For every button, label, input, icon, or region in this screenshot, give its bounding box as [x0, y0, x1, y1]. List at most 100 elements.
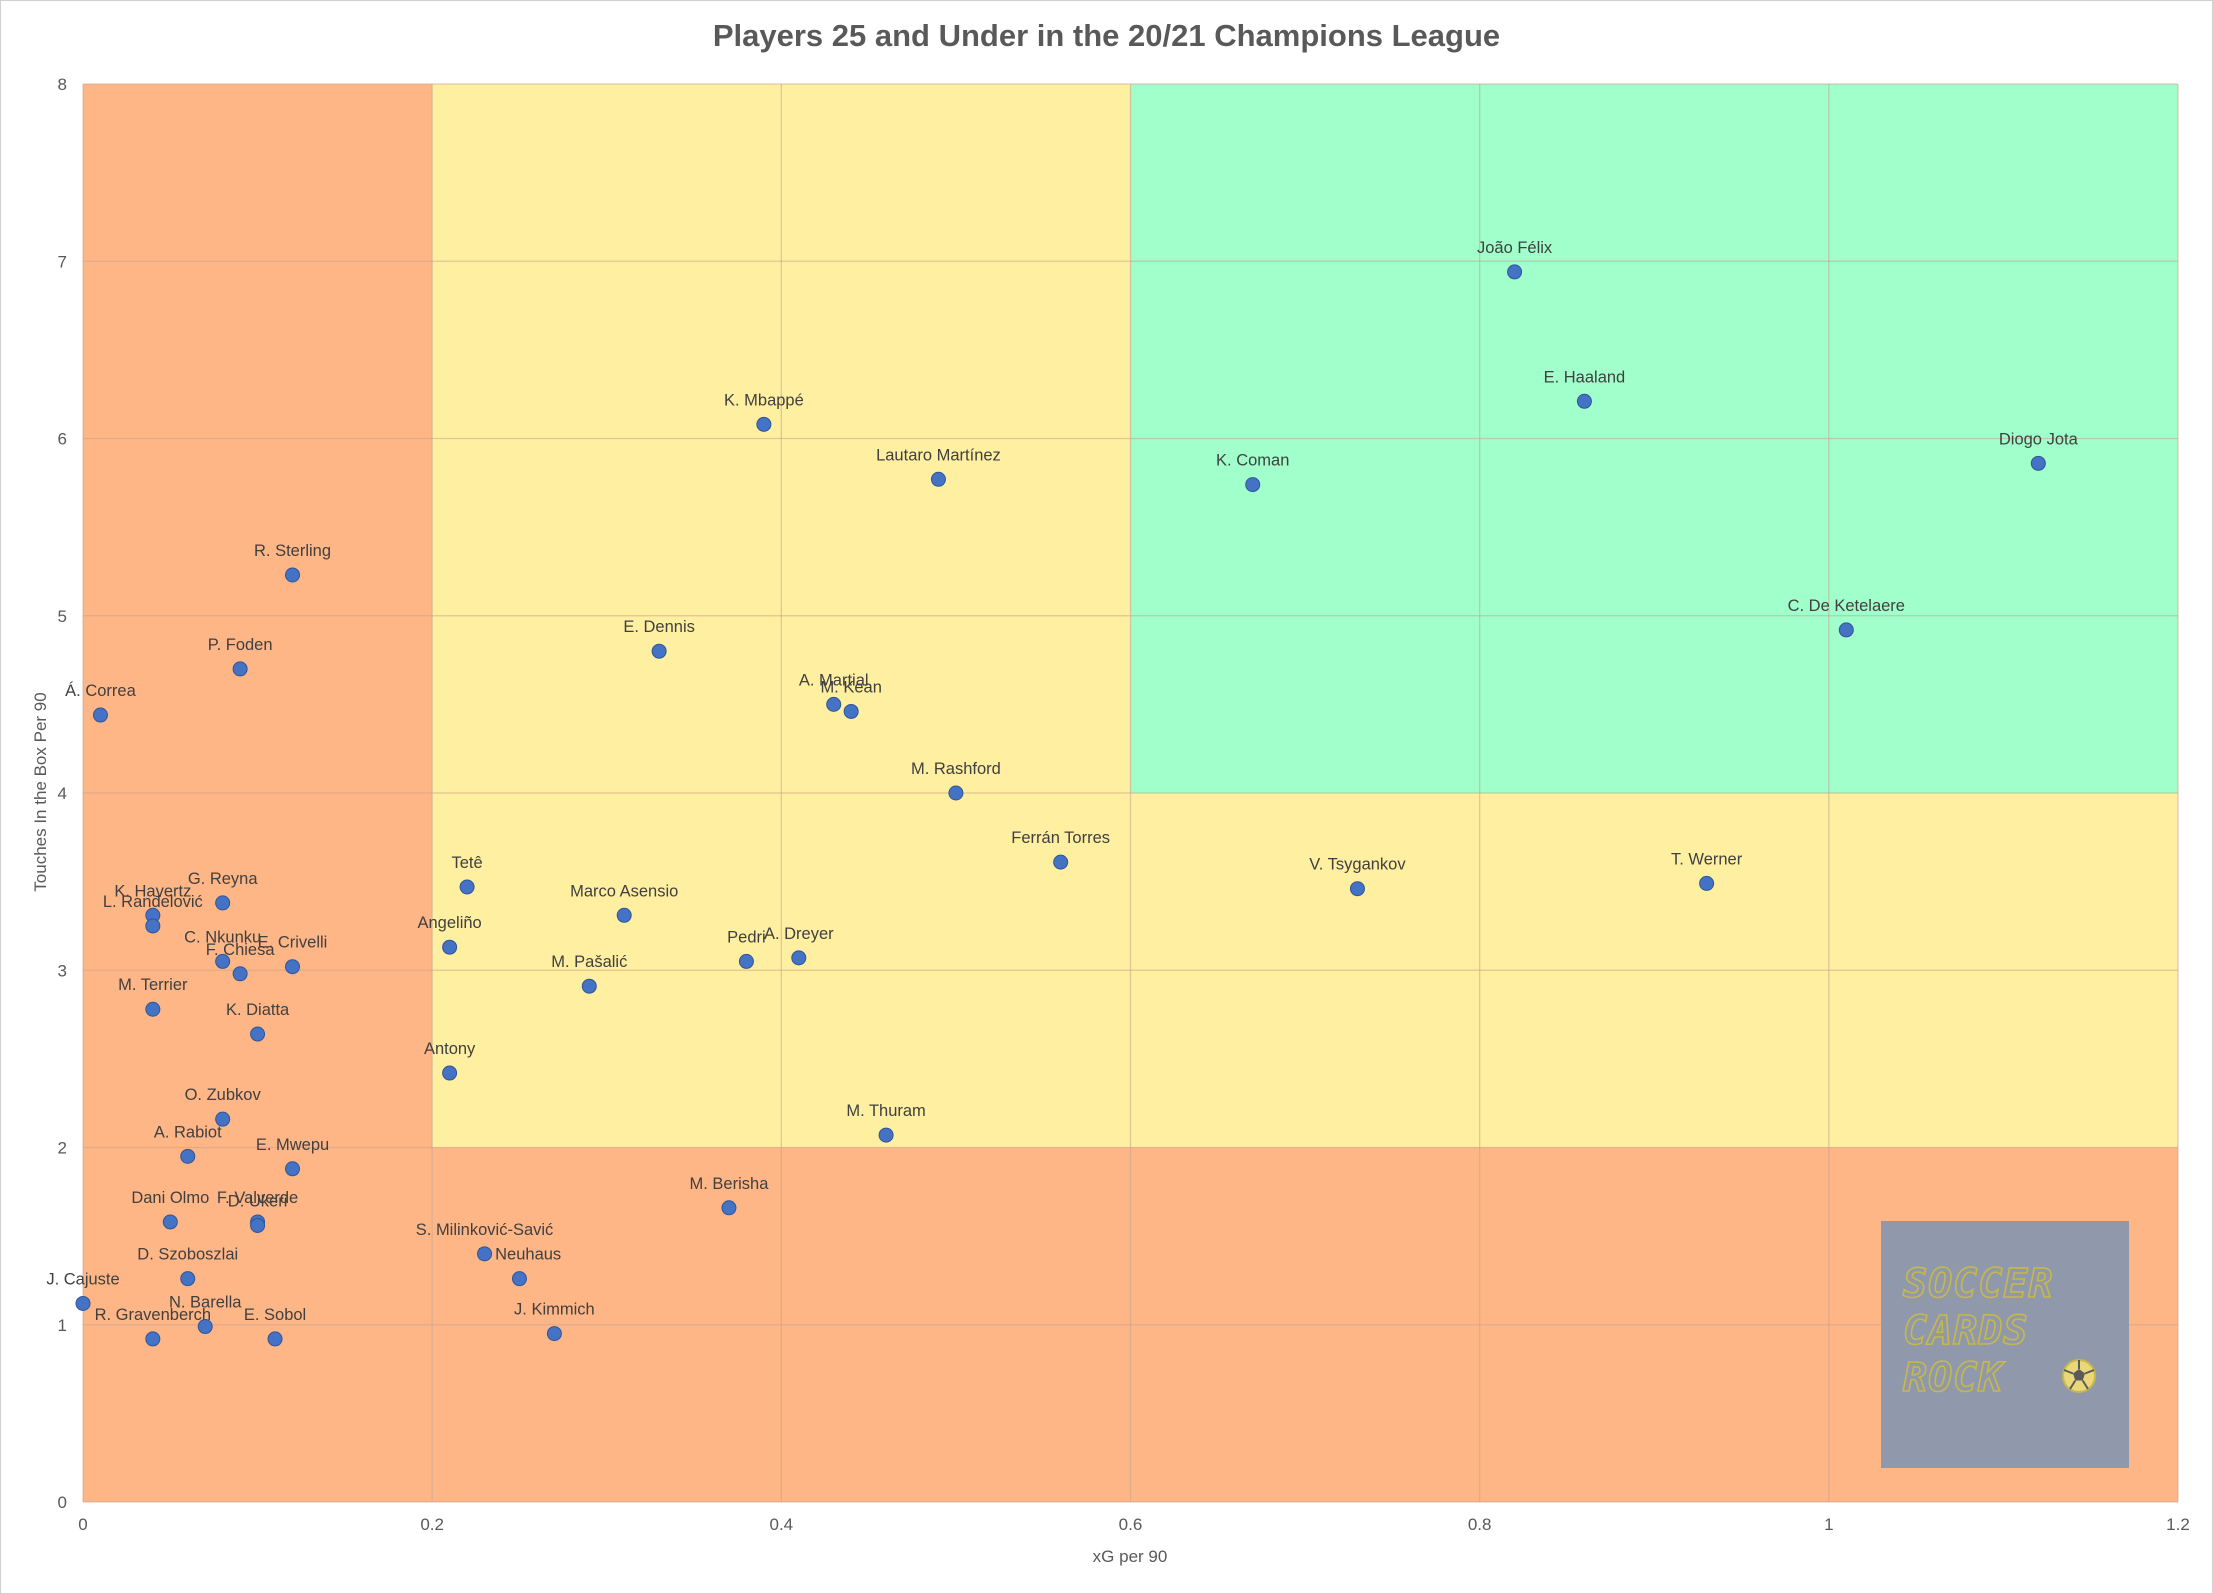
- data-label: K. Diatta: [226, 1001, 290, 1019]
- data-point: [442, 1065, 458, 1081]
- data-point: [826, 696, 842, 712]
- data-point: [285, 959, 300, 975]
- data-points: [75, 264, 2046, 1347]
- data-point: [232, 966, 248, 982]
- y-tick-label: 6: [58, 430, 67, 449]
- data-point: [878, 1127, 894, 1143]
- data-label: Tetê: [451, 854, 482, 872]
- data-point: [1053, 854, 1069, 870]
- data-label: S. Milinković-Savić: [416, 1221, 554, 1239]
- data-label: Á. Correa: [65, 681, 136, 700]
- data-label: F. Valverde: [217, 1189, 298, 1207]
- data-label: K. Coman: [1216, 452, 1289, 470]
- data-point: [145, 1001, 161, 1017]
- data-point: [285, 1161, 300, 1177]
- y-tick-label: 7: [58, 252, 67, 271]
- data-label: Pedri: [727, 928, 766, 946]
- x-tick-label: 0.2: [420, 1515, 444, 1534]
- data-label: K. Mbappé: [724, 391, 804, 409]
- data-label: M. Kean: [820, 678, 881, 696]
- data-label: C. Nkunku: [184, 928, 261, 946]
- data-label: K. Havertz: [114, 882, 191, 900]
- data-label: A. Dreyer: [764, 925, 834, 943]
- data-point: [930, 471, 946, 487]
- data-point: [721, 1200, 737, 1216]
- x-tick-label: 1: [1824, 1515, 1833, 1534]
- soccer-ball-icon: [2062, 1359, 2096, 1393]
- data-point: [267, 1331, 283, 1347]
- data-label: M. Thuram: [846, 1102, 925, 1120]
- data-point: [581, 978, 597, 994]
- data-label: F. Neuhaus: [478, 1246, 561, 1264]
- data-point: [1245, 477, 1261, 493]
- data-label: E. Mwepu: [256, 1136, 329, 1154]
- data-point: [180, 1271, 196, 1287]
- data-point: [75, 1295, 91, 1311]
- data-point: [2030, 455, 2046, 471]
- y-tick-label: 2: [58, 1139, 67, 1158]
- data-point: [145, 918, 161, 934]
- data-label: A. Rabiot: [154, 1123, 222, 1141]
- data-point: [616, 907, 632, 923]
- data-label: A. Martial: [799, 671, 869, 689]
- data-point: [791, 950, 807, 966]
- data-label: T. Werner: [1671, 850, 1743, 868]
- data-point: [843, 703, 859, 719]
- data-point: [92, 707, 108, 723]
- data-label: N. Barella: [169, 1294, 242, 1312]
- data-label: Marco Asensio: [570, 882, 678, 900]
- data-point: [197, 1319, 213, 1335]
- data-label: M. Berisha: [690, 1175, 770, 1193]
- y-tick-label: 3: [58, 961, 67, 980]
- x-axis-title: xG per 90: [1093, 1547, 1168, 1566]
- data-label: M. Rashford: [911, 760, 1001, 778]
- data-label: V. Tsygankov: [1309, 856, 1406, 874]
- soccer-cards-rock-logo: SOCCER CARDS ROCK: [1881, 1221, 2129, 1468]
- data-point: [1699, 875, 1715, 891]
- data-point: [738, 953, 754, 969]
- data-point: [215, 953, 231, 969]
- x-tick-label: 0: [78, 1515, 87, 1534]
- y-tick-label: 1: [58, 1316, 67, 1335]
- y-tick-label: 4: [58, 784, 67, 803]
- data-label: R. Gravenberch: [95, 1306, 211, 1324]
- y-tick-label: 8: [58, 75, 67, 94]
- data-point: [250, 1217, 266, 1233]
- data-label: G. Reyna: [188, 870, 259, 888]
- gridlines: [82, 83, 2179, 1503]
- data-point: [180, 1148, 196, 1164]
- data-label: Ferrán Torres: [1011, 829, 1110, 847]
- data-point: [651, 643, 667, 659]
- y-axis-title: Touches In the Box Per 90: [31, 692, 50, 891]
- data-label: Antony: [424, 1040, 476, 1058]
- y-tick-label: 5: [58, 607, 67, 626]
- y-axis-ticks: 0 1 2 3 4 5 6 7 8: [58, 75, 67, 1512]
- data-label: M. Terrier: [118, 976, 188, 994]
- data-point: [250, 1026, 266, 1042]
- data-label: E. Sobol: [244, 1306, 306, 1324]
- data-point: [285, 567, 300, 583]
- data-point: [1507, 264, 1523, 280]
- data-point: [1576, 393, 1592, 409]
- data-label: E. Dennis: [623, 618, 695, 636]
- logo-text: SOCCER CARDS ROCK: [1902, 1260, 2054, 1402]
- x-axis-ticks: 0 0.2 0.4 0.6 0.8 1 1.2: [78, 1515, 2190, 1534]
- data-label: João Félix: [1477, 239, 1553, 257]
- chart-title: Players 25 and Under in the 20/21 Champi…: [712, 18, 1501, 53]
- data-point: [215, 1111, 231, 1127]
- data-label: R. Sterling: [254, 542, 331, 560]
- data-point: [477, 1246, 493, 1262]
- data-label: J. Cajuste: [46, 1270, 119, 1288]
- data-point: [232, 661, 248, 677]
- data-point: [1349, 881, 1365, 897]
- data-label: L. Ranđelović: [103, 893, 203, 911]
- data-label: O. Zubkov: [185, 1086, 262, 1104]
- data-point: [442, 939, 458, 955]
- data-point: [162, 1214, 178, 1230]
- data-label: Diogo Jota: [1999, 430, 2079, 448]
- data-label: Dani Olmo: [131, 1189, 209, 1207]
- data-label: P. Foden: [208, 636, 273, 654]
- data-point: [948, 785, 964, 801]
- x-tick-label: 0.4: [770, 1515, 794, 1534]
- data-label: D. Szoboszlai: [137, 1246, 238, 1264]
